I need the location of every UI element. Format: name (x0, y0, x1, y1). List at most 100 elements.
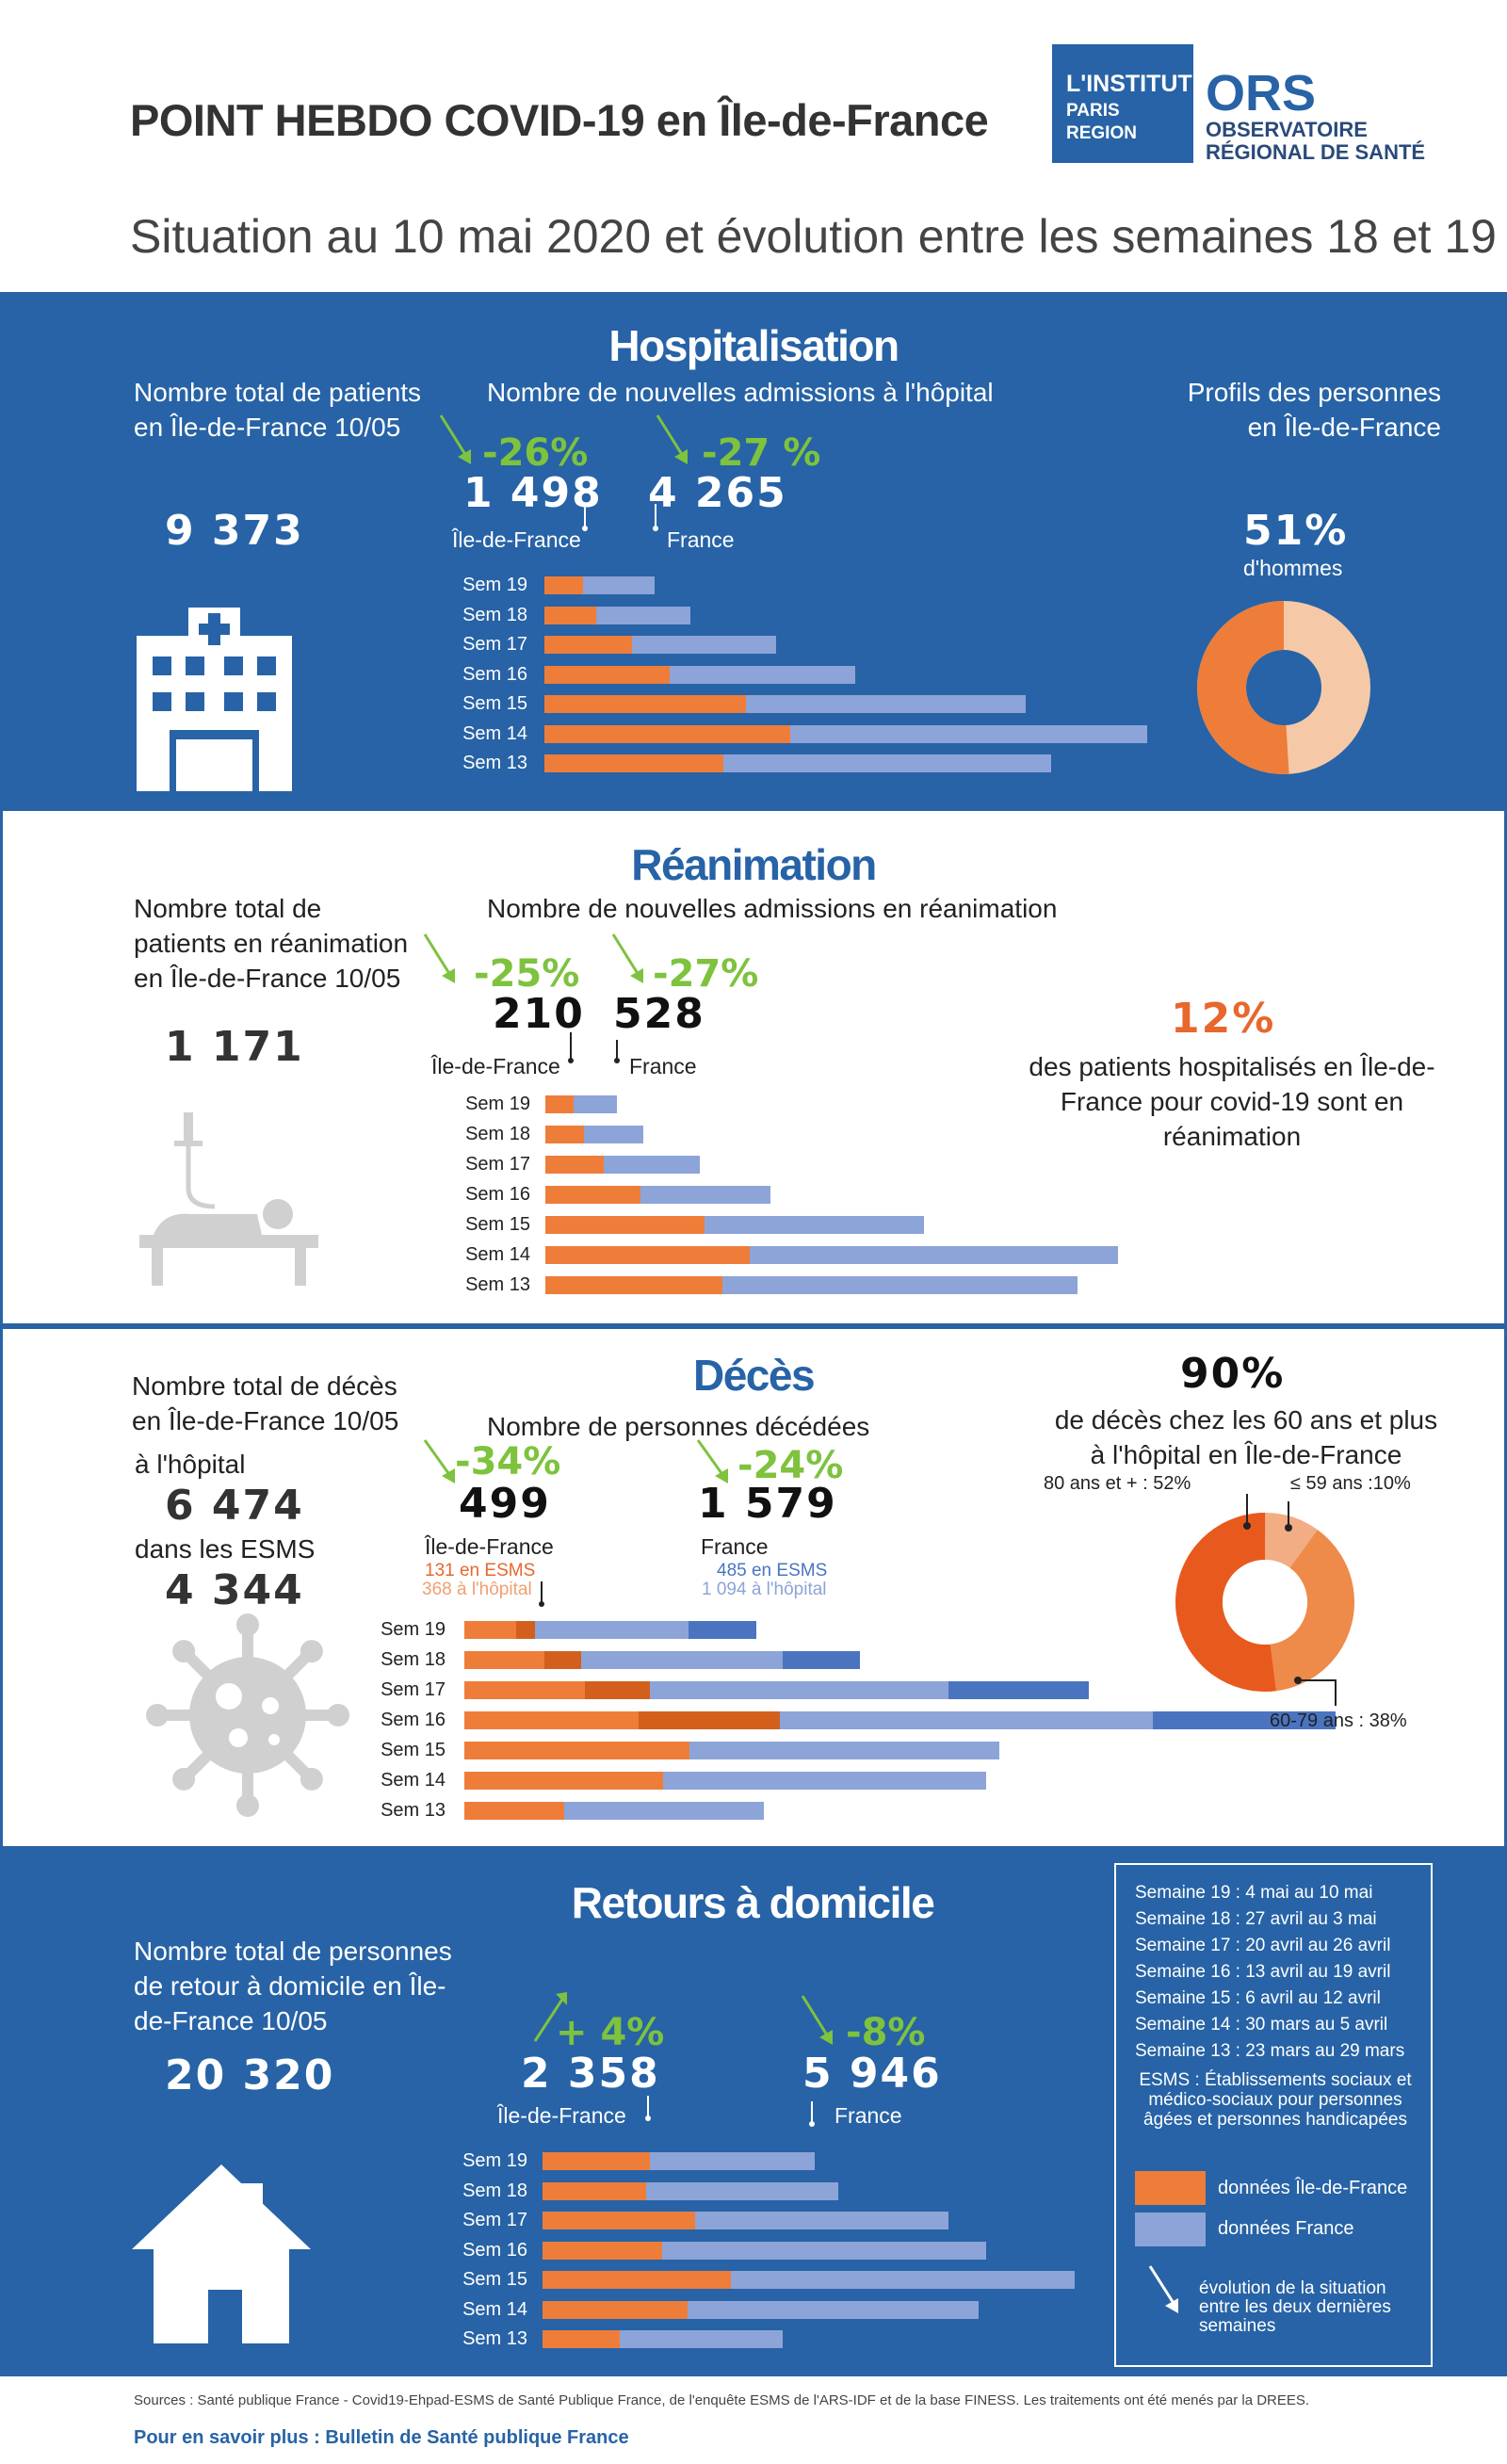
bar-france-hopital (662, 1772, 987, 1790)
bar-idf-hopital (464, 1742, 690, 1759)
week-legend: Semaine 19 : 4 mai au 10 mai Semaine 18 … (1135, 1880, 1404, 2065)
more-info-link[interactable]: Pour en savoir plus : Bulletin de Santé … (134, 2427, 629, 2448)
idf-label: Île-de-France (425, 1534, 554, 1559)
total-label: Nombre total de patients en réanimation … (134, 894, 409, 993)
idf-label: Île-de-France (452, 527, 581, 552)
bar-idf-hopital (464, 1681, 586, 1699)
week-tick-label: Sem 13 (462, 753, 527, 773)
week-tick-label: Sem 17 (462, 2210, 527, 2230)
institut-paris-region-logo: L'INSTITUT PARIS REGION (1052, 44, 1193, 163)
section-title: Hospitalisation (608, 321, 899, 370)
bar-france (750, 1246, 1118, 1264)
age-60-79-segment (1175, 1513, 1354, 1692)
bar-idf-esms (544, 1651, 581, 1669)
men-donut-segment (1197, 601, 1370, 774)
legend-box: Semaine 19 : 4 mai au 10 mai Semaine 18 … (1114, 1863, 1433, 2367)
week-tick-label: Sem 19 (381, 1619, 446, 1640)
bar-idf (543, 2271, 732, 2289)
logo-line: L'INSTITUT (1066, 71, 1192, 97)
fr-value: 5 946 (802, 2050, 942, 2098)
bar-france-esms (782, 1651, 860, 1669)
men-pct: 51% (1243, 507, 1349, 555)
week-tick-label: Sem 18 (381, 1649, 446, 1670)
fr-label: France (667, 527, 735, 552)
bar-idf (544, 695, 747, 713)
bar-france (632, 636, 776, 654)
week-tick-label: Sem 15 (462, 693, 527, 714)
week-legend-item: Semaine 13 : 23 mars au 29 mars (1135, 2041, 1405, 2061)
bar-idf (544, 724, 790, 743)
bar-idf (544, 576, 584, 594)
week-legend-item: Semaine 18 : 27 avril au 3 mai (1135, 1909, 1377, 1929)
bar-idf (543, 2152, 651, 2170)
men-donut-chart (1197, 601, 1370, 774)
bar-france (705, 1216, 925, 1234)
bar-idf-hopital (464, 1711, 640, 1729)
fr-value: 4 265 (648, 469, 787, 517)
bar-france (687, 2300, 980, 2319)
age-80-plus-segment (1175, 1513, 1354, 1692)
age-59-label: ≤ 59 ans :10% (1290, 1473, 1411, 1494)
deces-section: Décès Nombre total de décès en Île-de-Fr… (0, 1326, 1507, 1849)
retours-bar-chart: Sem 19 Sem 18 Sem 17 Sem 16 Sem 15 Sem 14 Sem … (443, 2150, 1177, 2369)
fr-value: 1 579 (698, 1480, 837, 1528)
virus-icon (146, 1613, 349, 1817)
age-pct: 90% (1180, 1350, 1286, 1398)
page-title: POINT HEBDO COVID-19 en Île-de-France (130, 95, 989, 145)
fr-pct: -8% (846, 2011, 926, 2054)
bar-idf (545, 1216, 705, 1234)
bar-france (646, 2181, 839, 2200)
logo-line: RÉGIONAL DE SANTÉ (1206, 140, 1426, 164)
legend-fr-swatch (1135, 2213, 1206, 2246)
bar-idf (543, 2181, 647, 2200)
bar-idf (545, 1246, 751, 1264)
week-tick-label: Sem 16 (465, 1184, 530, 1205)
bar-idf (543, 2212, 695, 2229)
fr-label: France (701, 1534, 769, 1559)
idf-hop: 368 à l'hôpital (422, 1580, 532, 1599)
total-value: 9 373 (165, 507, 304, 555)
week-tick-label: Sem 14 (462, 722, 527, 744)
evolution-label: évolution de la situation entre les deux… (1199, 2278, 1391, 2336)
week-tick-label: Sem 14 (462, 2298, 527, 2320)
week-tick-label: Sem 19 (465, 1094, 530, 1114)
share-pct: 12% (1171, 995, 1276, 1043)
men-label: d'hommes (1243, 556, 1343, 580)
bar-idf (544, 606, 597, 624)
total-value: 1 171 (165, 1023, 304, 1071)
fr-label: France (835, 2103, 902, 2128)
bar-france-esms (948, 1681, 1090, 1699)
bar-france-hopital (650, 1681, 948, 1699)
donut-hole (1223, 1560, 1307, 1645)
bar-idf-hopital (464, 1772, 663, 1790)
ors-logo: ORS OBSERVATOIRE RÉGIONAL DE SANTÉ (1206, 68, 1425, 164)
bar-idf-esms (585, 1681, 651, 1699)
week-tick-label: Sem 18 (462, 604, 527, 625)
bar-idf (545, 1095, 575, 1113)
idf-label: Île-de-France (497, 2103, 626, 2128)
idf-value: 210 (493, 990, 585, 1038)
section-title: Décès (692, 1351, 816, 1400)
week-legend-item: Semaine 19 : 4 mai au 10 mai (1135, 1883, 1373, 1903)
section-title: Retours à domicile (571, 1878, 935, 1927)
week-tick-label: Sem 17 (381, 1679, 446, 1700)
section-title: Réanimation (631, 840, 877, 889)
bar-france-hopital (534, 1621, 689, 1639)
hop-total: 6 474 (165, 1482, 304, 1530)
total-label: Nombre total de personnes de retour à do… (134, 1937, 452, 2035)
esms-definition: ESMS : Établissements sociaux et médico-… (1139, 2070, 1412, 2130)
bar-france-hopital (779, 1711, 1153, 1729)
week-tick-label: Sem 19 (462, 2150, 527, 2171)
week-legend-item: Semaine 15 : 6 avril au 12 avril (1135, 1988, 1381, 2008)
bar-idf (544, 636, 633, 654)
bar-idf-hopital (464, 1802, 565, 1820)
bar-france-esms (688, 1621, 757, 1639)
bar-france (670, 665, 855, 684)
bar-idf (544, 754, 723, 772)
bar-france (583, 576, 656, 594)
deces-bar-chart: Sem 19 Sem 18 Sem 17 Sem 16 Sem 15 Sem 14 Sem … (361, 1619, 1336, 1838)
fr-esms: 485 en ESMS (717, 1561, 828, 1581)
hospital-icon (137, 608, 292, 791)
hop-label: à l'hôpital (135, 1450, 246, 1479)
total-label: Nombre total de décès en Île-de-France 1… (132, 1371, 399, 1435)
